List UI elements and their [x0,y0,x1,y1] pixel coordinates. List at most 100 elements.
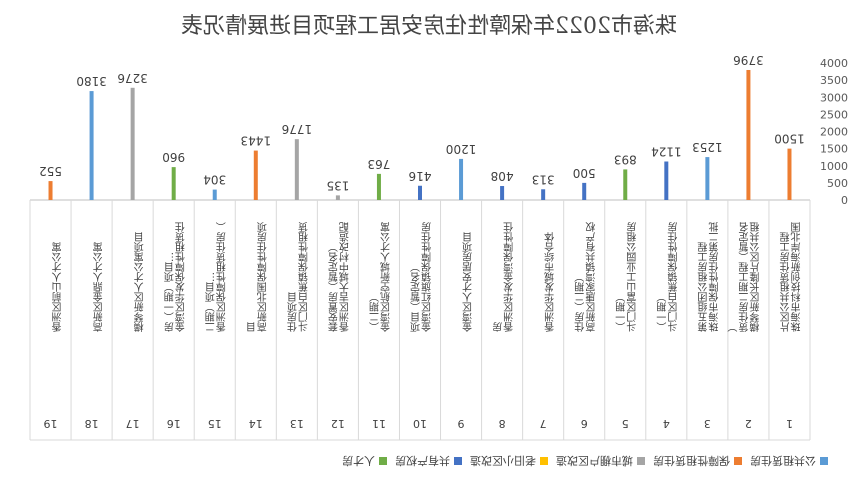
category-label-line: 套安置房（暂定名） [328,242,340,333]
data-label: 552 [39,164,62,178]
category-index: 4 [663,417,670,430]
category-label: 香洲区保障性租赁住房（二期）项目… [205,221,228,332]
category-label-line: 金湾区航空新城人才公寓 [380,221,392,333]
category-label-line: 高新区金鼎人才公寓 [93,241,105,333]
category-index: 9 [458,417,465,430]
legend-label: 公共租赁住房 [750,454,816,468]
category-label-line: 赁住房二期工程（暂定名 [739,221,751,333]
category-label-line: （一期） [616,292,628,332]
bar [253,150,258,200]
data-label: 304 [203,173,226,187]
data-label: 763 [367,157,390,171]
category-label: 香洲区前山人才公寓 [52,241,64,332]
data-label: 135 [326,178,349,192]
data-label: 408 [491,169,514,183]
data-label: 500 [573,166,596,180]
y-tick-label: 500 [827,177,848,190]
category-index: 2 [745,417,752,430]
bar [89,91,94,200]
bar [212,189,217,200]
category-label-line: 斗门区富山工业园公租房 [627,221,639,332]
category-label-line: 金湾区人才安居房项目 [463,232,475,333]
category-label-line: 住房项目 [287,292,299,333]
category-label-line: 二期）项目… [205,272,217,332]
legend-label: 保障性租赁住房 [653,454,730,468]
category-label-line: （二期） [369,292,381,332]
bar [418,185,422,200]
category-label-line: 横琴新区人才公寓项目 [134,232,146,333]
category-label: 金湾区人才安居房项目 [463,232,475,333]
category-label-line: 斗门区白蕉镇保障性租赁 [298,221,310,332]
data-label: 1124 [651,145,682,159]
category-index: 16 [167,417,181,430]
y-tick-label: 3000 [820,91,848,104]
category-index: 8 [499,417,506,430]
bar [376,173,381,200]
category-index: 17 [126,417,140,430]
category-label-line: 房 [493,321,505,333]
bar [541,189,546,200]
category-label: 斗门区富山工业园公租房（一期） [616,221,639,332]
y-tick-label: 2500 [820,108,848,121]
category-label-line: 珠海市保障性住房第二批 [709,222,721,333]
category-label-line: 金湾区红旗镇保障性住房 [422,221,434,333]
category-label: 金湾区航空新城人才公寓（二期） [369,221,392,333]
bar [623,169,628,200]
data-label: 960 [162,150,185,164]
category-label-line: 目 [247,322,258,332]
bar [705,157,710,200]
y-tick-label: 4000 [820,57,848,70]
data-label: 893 [614,152,637,166]
bar [171,167,176,200]
data-label: 3276 [117,71,148,85]
category-label-line: （一期） [657,292,669,332]
category-label-line: 高新区唐家湾镇共有产权 [586,221,598,333]
category-label-line: 横琴新区长隆片区公共租 [750,221,762,333]
bar [48,181,53,200]
category-label-line: 住房（二期） [575,272,587,333]
bar [294,139,299,200]
bar [664,161,669,200]
category-label-line: 香洲区吉大城中村改造配 [339,222,351,332]
data-label: 3796 [733,53,764,67]
data-label: 313 [532,172,555,186]
category-label-line: 香洲区华发金湾保障性住 [504,222,516,332]
y-tick-label: 1000 [820,160,848,173]
category-index: 11 [372,417,386,430]
category-index: 10 [413,417,427,430]
category-index: 18 [85,417,99,430]
category-label-line: 片区公共租赁住房工程 [780,232,792,333]
category-label-line: ） [728,322,740,332]
y-tick-label: 0 [841,194,848,207]
data-label: 1253 [692,140,723,154]
legend-label: 老旧小区改造 [470,454,536,468]
data-label: 3180 [76,74,107,88]
y-tick-label: 2000 [820,126,848,139]
legend-swatch [540,457,548,465]
legend-swatch [820,457,828,465]
data-label: 1776 [282,122,313,136]
category-index: 19 [44,417,58,430]
y-tick-label: 3500 [820,74,848,87]
category-index: 3 [704,417,711,430]
category-label-line: 斗门区白蕉镇保障性住房 [668,221,680,332]
category-index: 7 [540,417,547,430]
bar [500,186,505,200]
data-label: 416 [409,169,432,183]
category-label-line: 项目（暂定名） [411,262,423,332]
category-label-line: 香洲区保障性租赁住房（ [216,221,228,332]
category-index: 12 [331,417,345,430]
category-index: 5 [622,417,629,430]
y-tick-label: 1500 [820,143,848,156]
